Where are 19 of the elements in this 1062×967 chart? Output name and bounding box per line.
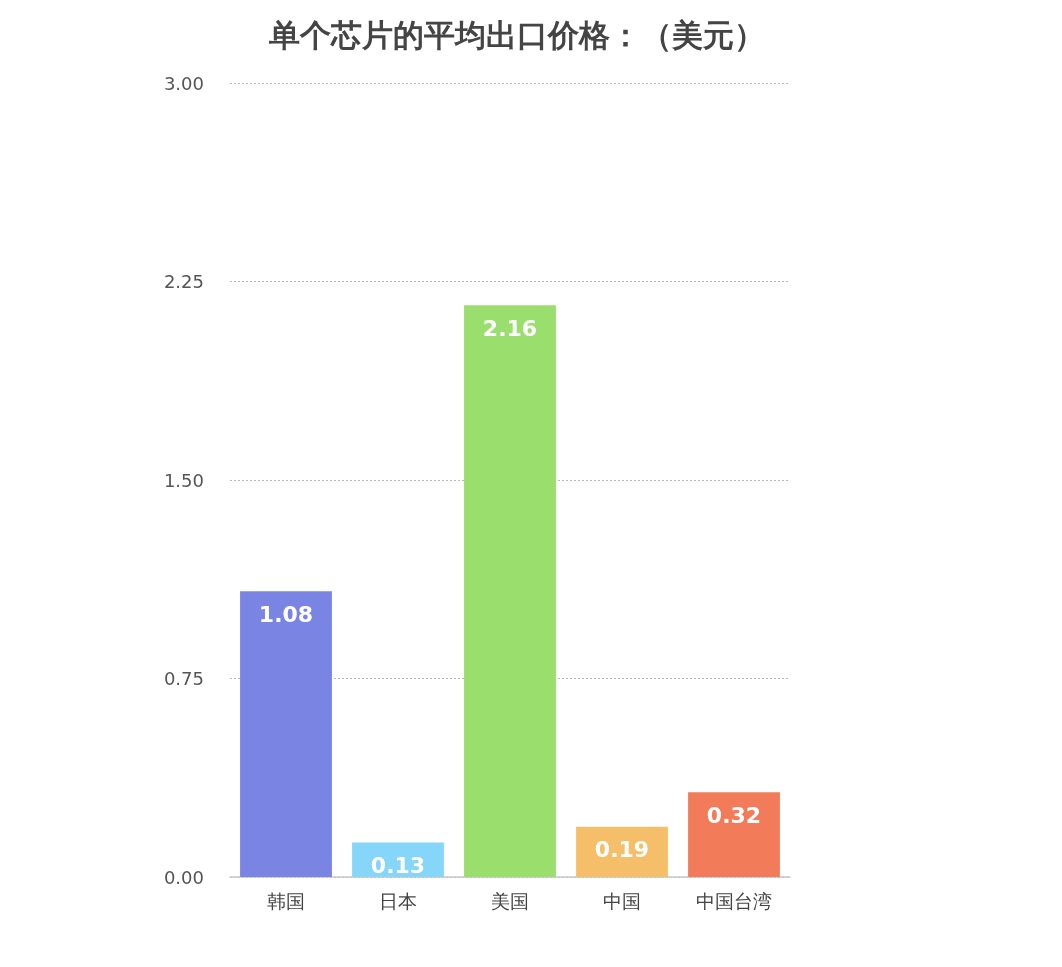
x-tick-label: 中国台湾 <box>696 889 772 912</box>
x-tick-label: 中国 <box>603 889 641 912</box>
y-tick-label: 0.75 <box>163 668 204 689</box>
data-label: 0.32 <box>706 802 762 828</box>
y-tick-label: 1.50 <box>163 469 204 491</box>
x-tick-label: 美国 <box>491 889 529 912</box>
data-label: 2.16 <box>482 315 538 341</box>
data-label: 1.08 <box>258 601 314 627</box>
bar <box>240 591 332 877</box>
data-label: 0.13 <box>370 853 426 879</box>
data-label: 0.19 <box>594 837 650 863</box>
y-tick-label: 3.00 <box>163 72 204 94</box>
bar <box>688 792 780 877</box>
x-tick-label: 日本 <box>379 889 417 912</box>
chart-title: 单个芯片的平均出口价格：（美元） <box>268 16 765 53</box>
x-tick-label: 韩国 <box>267 889 305 912</box>
y-tick-label: 2.25 <box>163 271 204 292</box>
y-tick-label: 0.00 <box>163 866 204 888</box>
bar <box>464 305 556 877</box>
